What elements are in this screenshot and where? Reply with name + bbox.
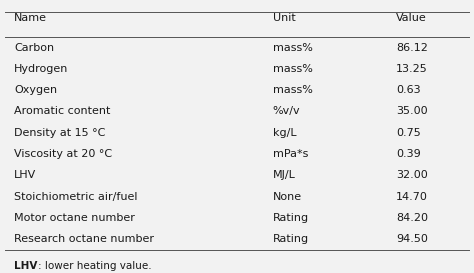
Text: Density at 15 °C: Density at 15 °C <box>14 128 106 138</box>
Text: Value: Value <box>396 13 427 23</box>
Text: %v/v: %v/v <box>273 106 300 116</box>
Text: LHV: LHV <box>14 170 36 180</box>
Text: : lower heating value.: : lower heating value. <box>37 261 151 271</box>
Text: 13.25: 13.25 <box>396 64 428 74</box>
Text: Hydrogen: Hydrogen <box>14 64 69 74</box>
Text: Research octane number: Research octane number <box>14 234 154 244</box>
Text: mass%: mass% <box>273 64 312 74</box>
Text: Unit: Unit <box>273 13 295 23</box>
Text: Rating: Rating <box>273 213 309 223</box>
Text: 86.12: 86.12 <box>396 43 428 52</box>
Text: mass%: mass% <box>273 43 312 52</box>
Text: Viscosity at 20 °C: Viscosity at 20 °C <box>14 149 112 159</box>
Text: 0.39: 0.39 <box>396 149 420 159</box>
Text: LHV: LHV <box>14 261 37 271</box>
Text: Aromatic content: Aromatic content <box>14 106 110 116</box>
Text: kg/L: kg/L <box>273 128 296 138</box>
Text: 0.75: 0.75 <box>396 128 420 138</box>
Text: mPa*s: mPa*s <box>273 149 308 159</box>
Text: 32.00: 32.00 <box>396 170 428 180</box>
Text: 14.70: 14.70 <box>396 192 428 201</box>
Text: Rating: Rating <box>273 234 309 244</box>
Text: 84.20: 84.20 <box>396 213 428 223</box>
Text: 94.50: 94.50 <box>396 234 428 244</box>
Text: Name: Name <box>14 13 47 23</box>
Text: None: None <box>273 192 301 201</box>
Text: Motor octane number: Motor octane number <box>14 213 135 223</box>
Text: 0.63: 0.63 <box>396 85 420 95</box>
Text: mass%: mass% <box>273 85 312 95</box>
Text: Oxygen: Oxygen <box>14 85 57 95</box>
Text: 35.00: 35.00 <box>396 106 428 116</box>
Text: MJ/L: MJ/L <box>273 170 295 180</box>
Text: Carbon: Carbon <box>14 43 55 52</box>
Text: Stoichiometric air/fuel: Stoichiometric air/fuel <box>14 192 138 201</box>
